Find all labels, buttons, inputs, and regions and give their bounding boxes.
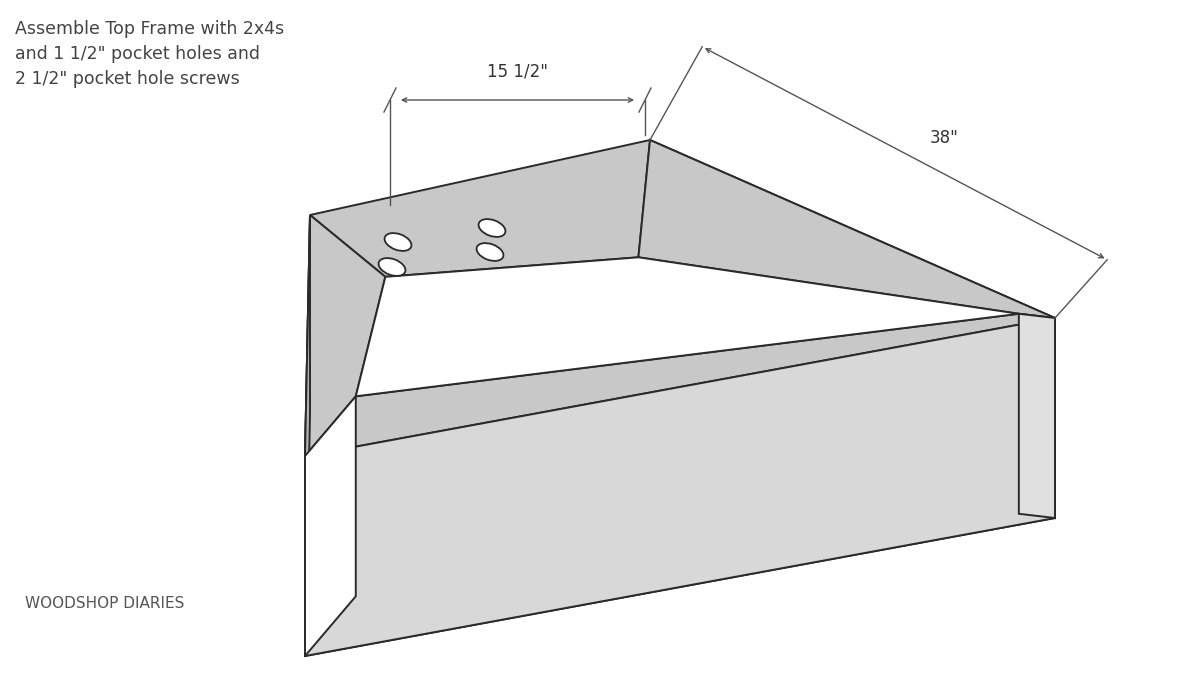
Polygon shape bbox=[650, 140, 1055, 518]
Polygon shape bbox=[305, 396, 355, 656]
Polygon shape bbox=[355, 258, 1019, 396]
Ellipse shape bbox=[384, 233, 412, 251]
Polygon shape bbox=[305, 215, 385, 456]
Polygon shape bbox=[305, 318, 1055, 656]
Polygon shape bbox=[355, 277, 385, 596]
Text: Assemble Top Frame with 2x4s
and 1 1/2" pocket holes and
2 1/2" pocket hole scre: Assemble Top Frame with 2x4s and 1 1/2" … bbox=[14, 20, 284, 88]
Ellipse shape bbox=[479, 219, 505, 237]
Text: 38": 38" bbox=[930, 129, 959, 148]
Polygon shape bbox=[355, 314, 1019, 596]
Polygon shape bbox=[638, 258, 1019, 514]
Text: WOODSHOP DIARIES: WOODSHOP DIARIES bbox=[25, 596, 185, 611]
Ellipse shape bbox=[378, 258, 406, 276]
Ellipse shape bbox=[476, 243, 504, 261]
Polygon shape bbox=[305, 314, 1055, 456]
Polygon shape bbox=[305, 318, 1055, 656]
Polygon shape bbox=[305, 215, 310, 656]
Polygon shape bbox=[305, 215, 310, 656]
Polygon shape bbox=[1019, 314, 1055, 518]
Polygon shape bbox=[638, 140, 1055, 318]
Polygon shape bbox=[355, 258, 1019, 396]
Polygon shape bbox=[310, 140, 650, 277]
Text: 15 1/2": 15 1/2" bbox=[487, 62, 548, 80]
